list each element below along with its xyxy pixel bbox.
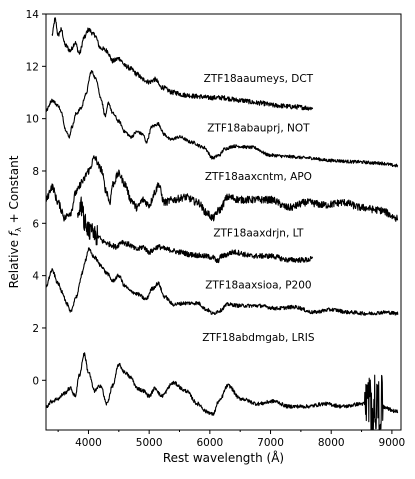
y-tick-label: 14 <box>26 9 40 21</box>
spectrum-line-5 <box>46 247 399 316</box>
x-axis-label: Rest wavelength (Å) <box>163 450 284 465</box>
y-tick-label: 2 <box>32 323 39 335</box>
x-tick-label: 5000 <box>136 437 163 449</box>
spectrum-label-5: ZTF18aaxsioa, P200 <box>205 280 311 292</box>
x-tick-label: 4000 <box>75 437 102 449</box>
spectrum-label-2: ZTF18abauprj, NOT <box>207 123 310 135</box>
plot-lines <box>46 17 399 430</box>
x-axis-ticks: 4000 5000 6000 7000 8000 9000 <box>57 430 406 449</box>
x-tick-label: 6000 <box>196 437 223 449</box>
x-tick-label: 8000 <box>318 437 345 449</box>
spectrum-label-6: ZTF18abdmgab, LRIS <box>202 332 315 344</box>
spectrum-label-1: ZTF18aaumeys, DCT <box>204 73 314 85</box>
y-tick-label: 4 <box>32 271 39 283</box>
y-tick-label: 6 <box>32 218 39 230</box>
spectrum-label-4: ZTF18aaxdrjn, LT <box>213 227 304 239</box>
plot-frame <box>45 13 402 431</box>
spectrum-line-6 <box>46 352 399 430</box>
spectrum-labels: ZTF18aaumeys, DCT ZTF18abauprj, NOT ZTF18a… <box>202 73 315 344</box>
x-tick-label: 9000 <box>379 437 406 449</box>
y-tick-label: 8 <box>32 166 39 178</box>
x-tick-label: 7000 <box>257 437 284 449</box>
spectrum-line-2 <box>46 70 399 168</box>
y-tick-label: 12 <box>26 61 39 73</box>
spectrum-line-4 <box>77 196 314 264</box>
spectrum-label-3: ZTF18aaxcntm, APO <box>205 171 312 183</box>
spectrum-line-1 <box>51 17 314 111</box>
y-axis-ticks: 0 2 4 6 8 10 12 14 <box>26 9 46 387</box>
spectrum-line-3 <box>46 155 399 222</box>
y-tick-label: 10 <box>26 114 39 126</box>
y-tick-label: 0 <box>32 375 39 387</box>
y-axis-label: Relative fλ + Constant <box>7 155 23 288</box>
